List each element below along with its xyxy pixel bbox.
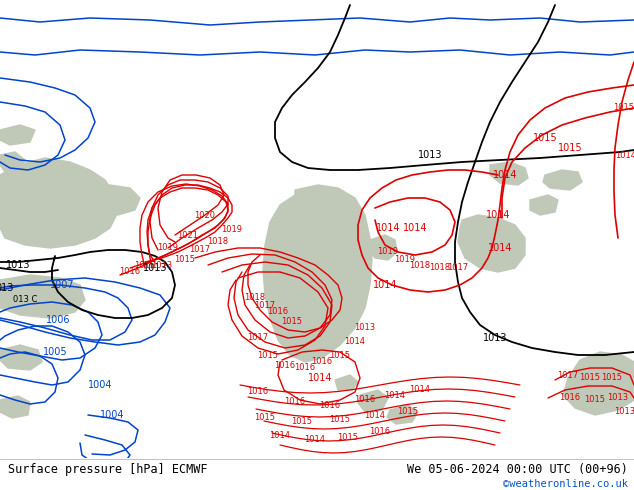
- Text: 1020: 1020: [195, 211, 216, 220]
- Text: 1013: 1013: [607, 393, 628, 402]
- Text: 1014: 1014: [488, 243, 512, 253]
- Polygon shape: [335, 375, 358, 390]
- Text: 1015: 1015: [174, 255, 195, 265]
- Text: 1007: 1007: [49, 280, 74, 290]
- Polygon shape: [308, 290, 332, 312]
- Text: 1016: 1016: [320, 400, 340, 410]
- Text: 1014: 1014: [486, 210, 510, 220]
- Text: 1015: 1015: [330, 350, 351, 360]
- Text: 1005: 1005: [42, 347, 67, 357]
- Text: 1016: 1016: [119, 268, 141, 276]
- Text: 1014: 1014: [403, 223, 427, 233]
- Text: 1017: 1017: [190, 245, 210, 254]
- Text: 1015: 1015: [614, 103, 634, 113]
- Text: 1015: 1015: [254, 414, 276, 422]
- Text: 1018: 1018: [207, 238, 229, 246]
- Text: 1016: 1016: [370, 427, 391, 437]
- Polygon shape: [530, 195, 558, 215]
- Polygon shape: [387, 405, 418, 424]
- Text: ©weatheronline.co.uk: ©weatheronline.co.uk: [503, 479, 628, 489]
- Text: 1018: 1018: [429, 264, 451, 272]
- Text: 1017: 1017: [448, 264, 469, 272]
- Text: 1017: 1017: [247, 334, 269, 343]
- Text: 1014: 1014: [616, 150, 634, 160]
- Text: 1013: 1013: [482, 333, 507, 343]
- Text: 1017: 1017: [254, 300, 276, 310]
- Text: 1016: 1016: [294, 364, 316, 372]
- Text: We 05-06-2024 00:00 UTC (00+96): We 05-06-2024 00:00 UTC (00+96): [407, 463, 628, 476]
- Text: 1006: 1006: [46, 315, 70, 325]
- Polygon shape: [0, 152, 25, 172]
- Text: 1016: 1016: [285, 397, 306, 407]
- Text: 1013: 1013: [152, 261, 172, 270]
- Text: 013: 013: [0, 283, 14, 293]
- Text: 1016: 1016: [275, 361, 295, 369]
- Text: 1015: 1015: [292, 417, 313, 426]
- Text: 1016: 1016: [559, 393, 581, 402]
- Polygon shape: [0, 158, 118, 248]
- Polygon shape: [563, 352, 634, 415]
- Text: 1016: 1016: [311, 358, 333, 367]
- Polygon shape: [0, 345, 42, 370]
- Text: 1016: 1016: [354, 395, 375, 405]
- Text: 1015: 1015: [585, 395, 605, 405]
- Text: Surface pressure [hPa] ECMWF: Surface pressure [hPa] ECMWF: [8, 463, 207, 476]
- Text: 1021: 1021: [178, 230, 198, 240]
- Polygon shape: [543, 170, 582, 190]
- Polygon shape: [293, 325, 320, 346]
- Text: 1015: 1015: [337, 434, 358, 442]
- Polygon shape: [358, 390, 388, 412]
- Text: 1015: 1015: [579, 373, 600, 383]
- Text: 1019: 1019: [221, 225, 242, 235]
- Polygon shape: [458, 215, 525, 272]
- Polygon shape: [0, 125, 35, 145]
- Text: 1015: 1015: [257, 350, 278, 360]
- Text: 1014: 1014: [384, 391, 406, 399]
- Text: 1004: 1004: [100, 410, 124, 420]
- Text: 1016: 1016: [268, 308, 288, 317]
- Text: 1015: 1015: [533, 133, 557, 143]
- Text: 1015: 1015: [398, 408, 418, 416]
- Text: 1014: 1014: [269, 431, 290, 440]
- Polygon shape: [490, 162, 528, 185]
- Polygon shape: [0, 275, 85, 318]
- Polygon shape: [60, 205, 105, 240]
- Text: 1015: 1015: [558, 143, 582, 153]
- Polygon shape: [368, 235, 397, 260]
- Text: 1013: 1013: [143, 263, 167, 273]
- Text: 1014: 1014: [410, 386, 430, 394]
- Text: 1019: 1019: [377, 247, 399, 256]
- Text: 013 C: 013 C: [13, 295, 37, 304]
- Text: 1016: 1016: [247, 388, 269, 396]
- Text: 1013: 1013: [6, 260, 30, 270]
- Text: 1014: 1014: [373, 280, 398, 290]
- Text: 1014: 1014: [493, 170, 517, 180]
- Text: 1015: 1015: [330, 416, 351, 424]
- Text: 1013: 1013: [418, 150, 443, 160]
- Polygon shape: [88, 185, 140, 215]
- Text: 1013: 1013: [354, 323, 375, 333]
- Text: 1014: 1014: [304, 436, 325, 444]
- Text: 1013: 1013: [614, 408, 634, 416]
- Text: 1018: 1018: [245, 294, 266, 302]
- Text: 1014: 1014: [376, 223, 400, 233]
- Text: 1019: 1019: [157, 244, 179, 252]
- Text: 1017: 1017: [557, 370, 579, 379]
- Text: 1014: 1014: [307, 373, 332, 383]
- Text: 1019: 1019: [394, 255, 415, 265]
- Text: 1015: 1015: [602, 373, 623, 383]
- Text: 1014: 1014: [344, 338, 365, 346]
- Polygon shape: [0, 396, 30, 418]
- Text: 1018: 1018: [410, 261, 430, 270]
- Text: 1004: 1004: [87, 380, 112, 390]
- Text: 1014: 1014: [365, 411, 385, 419]
- Polygon shape: [0, 458, 634, 490]
- Polygon shape: [263, 185, 372, 362]
- Text: 1015: 1015: [281, 318, 302, 326]
- Text: 1015: 1015: [134, 261, 155, 270]
